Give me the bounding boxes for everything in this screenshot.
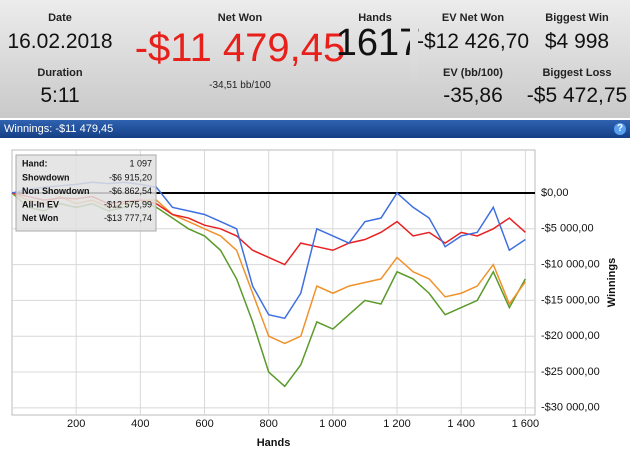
tooltip-label: Non Showdown [22, 186, 90, 196]
y-axis-label: Winnings [606, 258, 618, 307]
chart: 200 400 600 800 1 000 1 200 1 400 1 600 $0,00 -$5… [11, 149, 618, 449]
net-won-bb: -34,51 bb/100 [209, 80, 271, 91]
stat-label: EV Net Won [441, 12, 505, 24]
x-tick-label: 400 [131, 418, 149, 430]
tooltip-value: -$6 915,20 [109, 172, 152, 182]
y-tick-label: -$10 000,00 [541, 259, 600, 271]
tooltip-label: Net Won [22, 213, 58, 223]
stat-value: -$5 472,75 [526, 84, 628, 107]
stat-value: $4 998 [544, 30, 610, 53]
stat-label: Duration [37, 67, 83, 79]
x-tick-label: 200 [67, 418, 85, 430]
tooltip-value: 1 097 [129, 158, 152, 168]
x-tick-label: 1 200 [383, 418, 411, 430]
stat-label: Date [48, 12, 72, 24]
stat-label: Biggest Loss [542, 67, 612, 79]
stat-value: -$11 479,45 [134, 26, 346, 70]
tooltip-label: Showdown [22, 172, 70, 182]
stat-label: EV (bb/100) [443, 67, 503, 79]
tooltip-box [15, 154, 157, 232]
tooltip-label: Hand: [22, 158, 48, 168]
tooltip-value: -$12 575,99 [104, 199, 152, 209]
stat-label: Net Won [217, 12, 263, 24]
stat-value: 16.02.2018 [7, 30, 113, 53]
tooltip-value: -$13 777,74 [104, 213, 152, 223]
y-tick-label: -$20 000,00 [541, 330, 600, 342]
y-tick-label: -$5 000,00 [541, 223, 594, 235]
x-tick-label: 800 [260, 418, 278, 430]
help-button[interactable]: ? [614, 123, 626, 135]
stats-header: Date 16.02.2018 Duration 5:11 Net Won -$11 47… [0, 0, 630, 118]
panel-title: Winnings: -$11 479,45 [4, 123, 114, 135]
x-tick-label: 1 400 [447, 418, 475, 430]
y-tick-label: -$15 000,00 [541, 294, 600, 306]
stat-value: -35,86 [443, 84, 503, 107]
tooltip-value: -$6 862,54 [109, 186, 152, 196]
stat-value: 1617 [335, 22, 421, 64]
tooltip: Hand: 1 097 Showdown -$6 915,20 Non Showdown… [15, 154, 157, 232]
x-axis-label: Hands [257, 437, 291, 449]
stat-label: Biggest Win [545, 12, 609, 24]
stat-label: Hands [358, 12, 392, 24]
clip-cover [410, 20, 418, 80]
x-tick-label: 1 000 [319, 418, 347, 430]
y-tick-label: -$30 000,00 [541, 402, 600, 414]
x-tick-label: 1 600 [512, 418, 540, 430]
stat-value: -$12 426,70 [416, 30, 530, 53]
tooltip-label: All-In EV [22, 199, 59, 209]
x-tick-label: 600 [195, 418, 213, 430]
y-tick-label: -$25 000,00 [541, 366, 600, 378]
stat-value: 5:11 [40, 84, 80, 107]
panel-title-bar: Winnings: -$11 479,45 ? [0, 120, 630, 138]
y-tick-label: $0,00 [541, 187, 569, 199]
